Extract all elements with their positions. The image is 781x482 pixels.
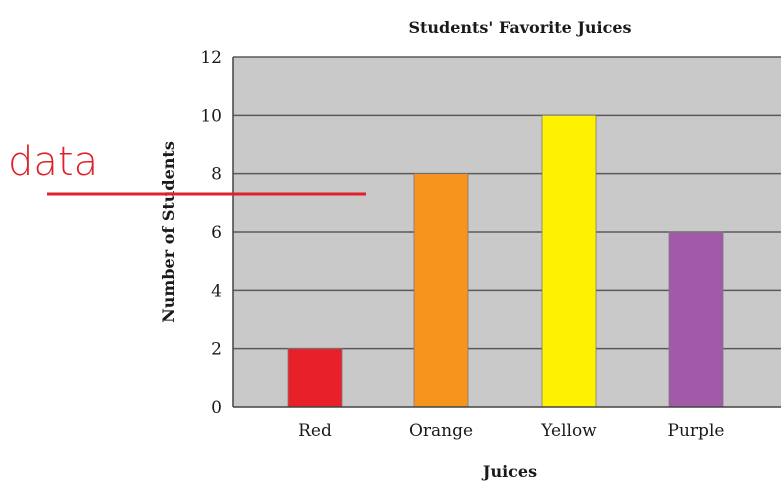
y-tick-label: 2 [211,340,222,360]
y-tick-label: 0 [211,398,222,418]
y-tick-label: 6 [211,223,222,243]
y-tick-label: 4 [211,281,222,301]
y-tick-label: 10 [200,106,222,126]
x-tick-label: Red [298,421,332,441]
y-tick-label: 12 [200,48,222,68]
y-axis-label: Number of Students [159,141,178,323]
x-tick-labels: Red Orange Yellow Purple [298,421,724,441]
y-tick-label: 8 [211,165,222,185]
chart-title: Students' Favorite Juices [408,18,631,37]
x-tick-label: Orange [409,421,473,441]
x-axis-label: Juices [481,462,537,481]
bar-yellow [541,114,597,408]
bars [287,114,724,408]
x-tick-label: Purple [668,421,725,441]
bar-purple [668,231,724,408]
handwritten-annotation: data [8,139,98,185]
x-tick-label: Yellow [540,421,597,441]
bar-orange [413,173,469,408]
bar-red [287,348,343,408]
y-tick-labels: 0 2 4 6 8 10 12 [200,48,222,418]
